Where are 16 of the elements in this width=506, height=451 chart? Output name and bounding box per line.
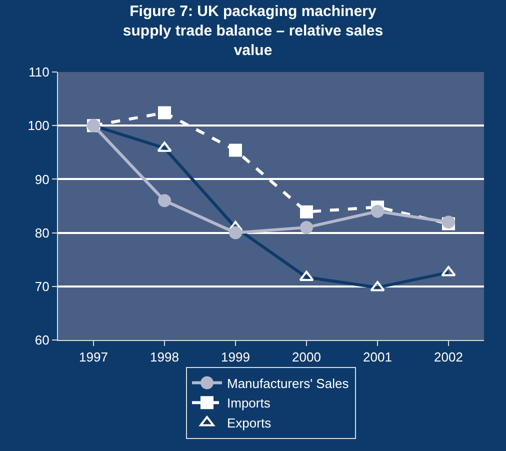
- x-tick-label: 1998: [150, 350, 179, 365]
- legend-label: Exports: [227, 416, 272, 431]
- y-tick-label: 90: [34, 172, 50, 187]
- chart-title: Figure 7: UK packaging machinery supply trade balance – relative sales value: [122, 2, 384, 59]
- y-tick-label: 70: [34, 278, 50, 294]
- x-tick-label: 2000: [292, 350, 321, 365]
- x-tick-label: 2002: [434, 350, 463, 365]
- x-tick-label: 1997: [79, 350, 108, 365]
- legend-label: Manufacturers' Sales: [227, 376, 350, 391]
- y-tick-label: 60: [34, 332, 50, 348]
- y-tick-label: 100: [28, 118, 50, 134]
- legend-label: Imports: [227, 396, 271, 411]
- y-tick-label: 80: [34, 225, 50, 240]
- x-tick-label: 1999: [221, 350, 250, 365]
- x-tick-label: 2001: [363, 350, 392, 365]
- y-tick-label: 110: [28, 64, 50, 80]
